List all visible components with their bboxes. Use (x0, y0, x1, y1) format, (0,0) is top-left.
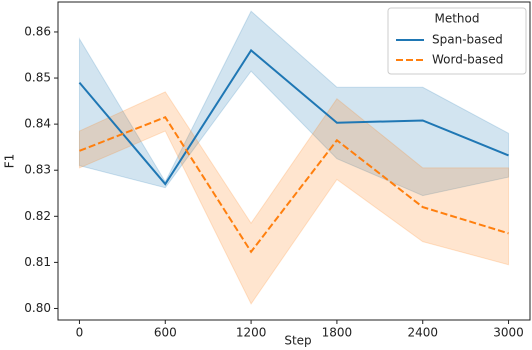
x-tick-label: 1800 (322, 326, 353, 340)
x-tick-label: 2400 (407, 326, 438, 340)
x-tick-label: 600 (154, 326, 177, 340)
y-axis-label: F1 (3, 154, 17, 169)
y-tick-label: 0.81 (24, 255, 51, 269)
y-tick-label: 0.82 (24, 209, 51, 223)
x-tick-label: 3000 (493, 326, 524, 340)
y-tick-label: 0.83 (24, 163, 51, 177)
legend-label: Span-based (432, 33, 503, 47)
confidence-band (78, 91, 510, 305)
series-line (78, 48, 509, 186)
legend-title: Method (434, 12, 479, 26)
x-tick-label: 1200 (236, 326, 267, 340)
y-tick-label: 0.86 (24, 24, 51, 38)
x-axis-label: Step (284, 334, 311, 348)
x-tick-label: 0 (76, 326, 84, 340)
legend-box (387, 7, 527, 75)
plot-frame (57, 1, 531, 321)
series-line (79, 115, 509, 254)
legend-label: Word-based (432, 53, 503, 67)
y-tick-label: 0.85 (24, 71, 51, 85)
y-tick-label: 0.80 (24, 301, 51, 315)
y-tick-label: 0.84 (24, 117, 51, 131)
